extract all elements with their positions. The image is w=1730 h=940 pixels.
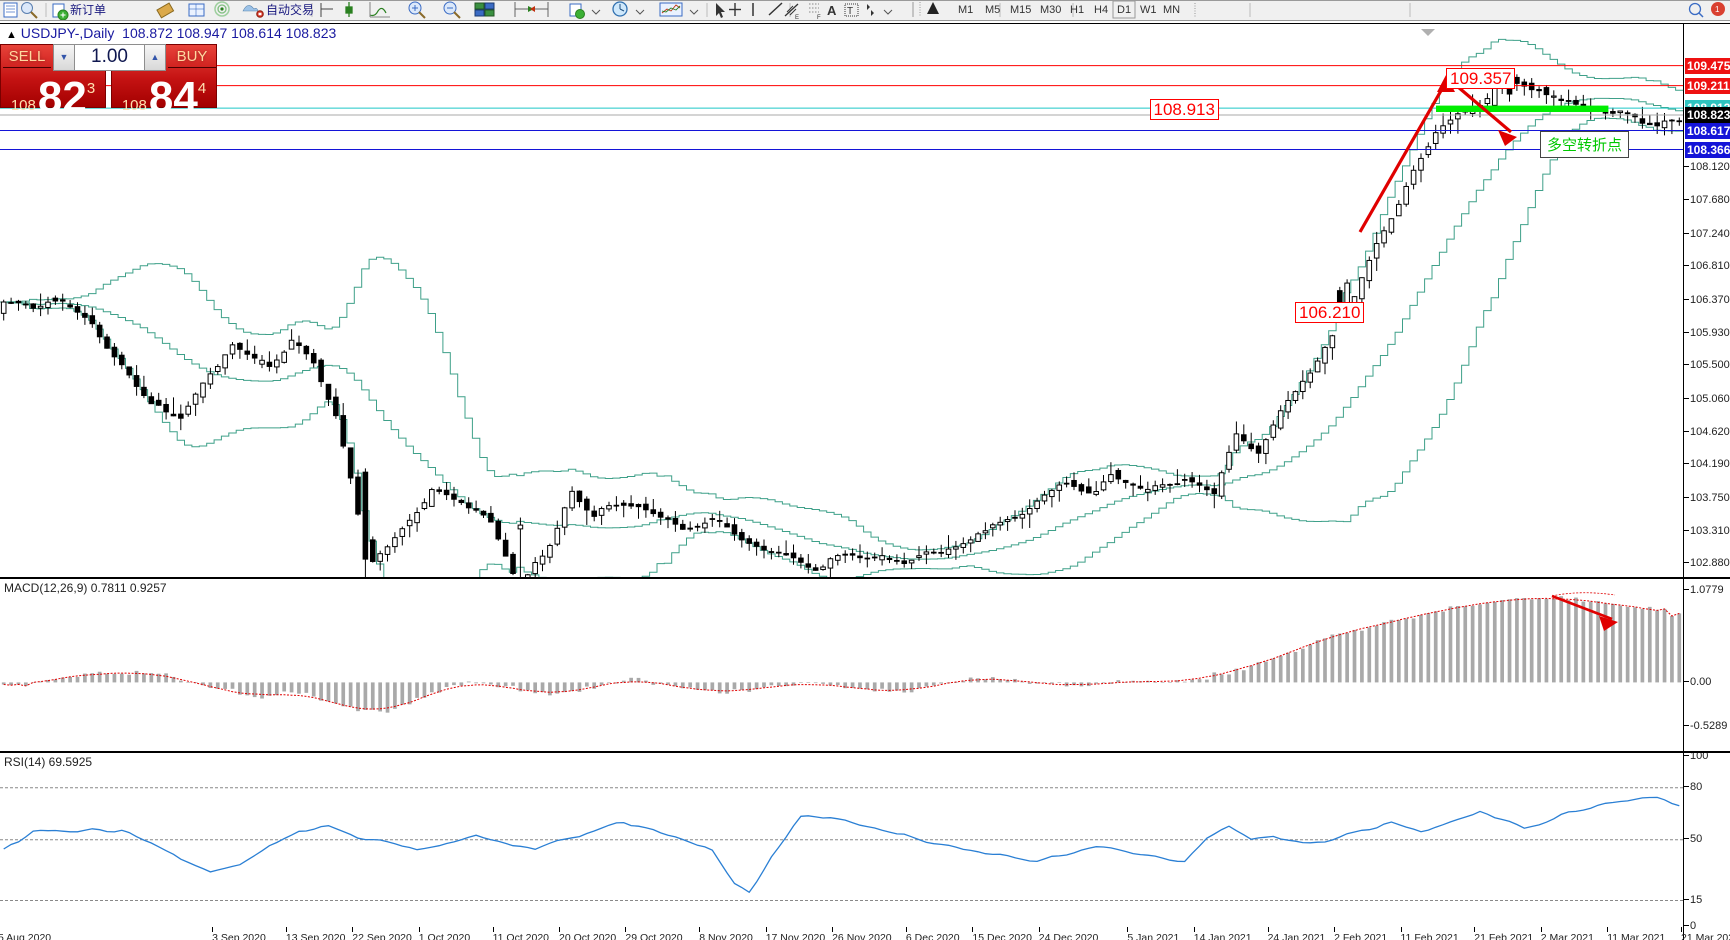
svg-text:M5: M5 — [985, 4, 1000, 16]
svg-text:M30: M30 — [1040, 4, 1061, 16]
svg-text:1: 1 — [1715, 5, 1720, 14]
svg-text:M15: M15 — [1010, 4, 1031, 16]
svg-text:A: A — [827, 3, 837, 18]
svg-text:T: T — [847, 6, 853, 17]
svg-text:M1: M1 — [958, 4, 973, 16]
svg-text:新订单: 新订单 — [70, 2, 106, 17]
svg-text:W1: W1 — [1140, 4, 1157, 16]
svg-text:E: E — [795, 15, 799, 20]
svg-text:D1: D1 — [1117, 4, 1131, 16]
svg-text:H1: H1 — [1070, 4, 1084, 16]
svg-text:F: F — [817, 15, 821, 20]
svg-text:自动交易: 自动交易 — [266, 2, 314, 17]
svg-text:MN: MN — [1163, 4, 1180, 16]
svg-text:H4: H4 — [1094, 4, 1108, 16]
